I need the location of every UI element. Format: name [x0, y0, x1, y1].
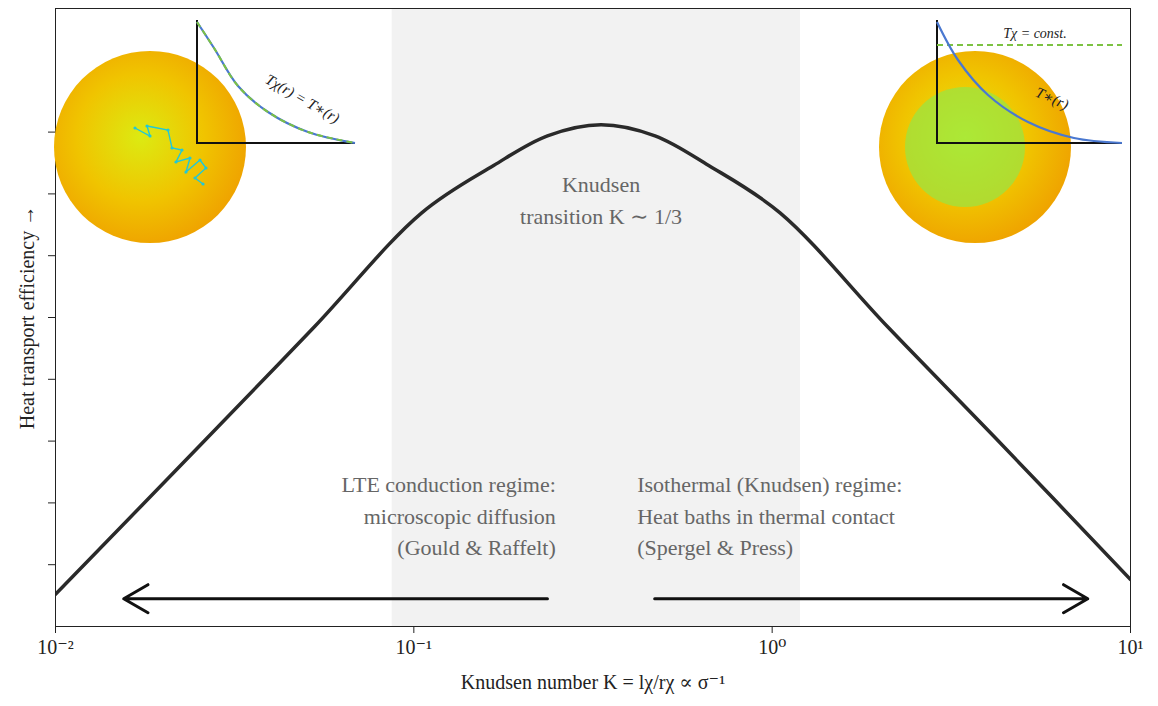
svg-text:10¹: 10¹ [1118, 636, 1144, 658]
svg-text:10⁻²: 10⁻² [37, 636, 74, 658]
svg-text:Isothermal (Knudsen) regime:He: Isothermal (Knudsen) regime:Heat baths i… [637, 472, 902, 561]
svg-text:Knudsen number K = lχ/rχ ∝ σ⁻¹: Knudsen number K = lχ/rχ ∝ σ⁻¹ [461, 671, 725, 694]
svg-text:10⁰: 10⁰ [758, 636, 786, 658]
svg-text:Knudsentransition K ∼ 1/3: Knudsentransition K ∼ 1/3 [520, 172, 682, 229]
svg-text:Tχ = const.: Tχ = const. [1003, 26, 1066, 41]
svg-text:Heat transport efficiency →: Heat transport efficiency → [16, 206, 39, 429]
svg-text:10⁻¹: 10⁻¹ [396, 636, 433, 658]
svg-text:LTE conduction regime:microsco: LTE conduction regime:microscopic diffus… [342, 472, 556, 561]
svg-text:T∗(r): T∗(r) [1033, 84, 1071, 114]
svg-text:Tχ(r) = T∗(r): Tχ(r) = T∗(r) [262, 71, 342, 127]
